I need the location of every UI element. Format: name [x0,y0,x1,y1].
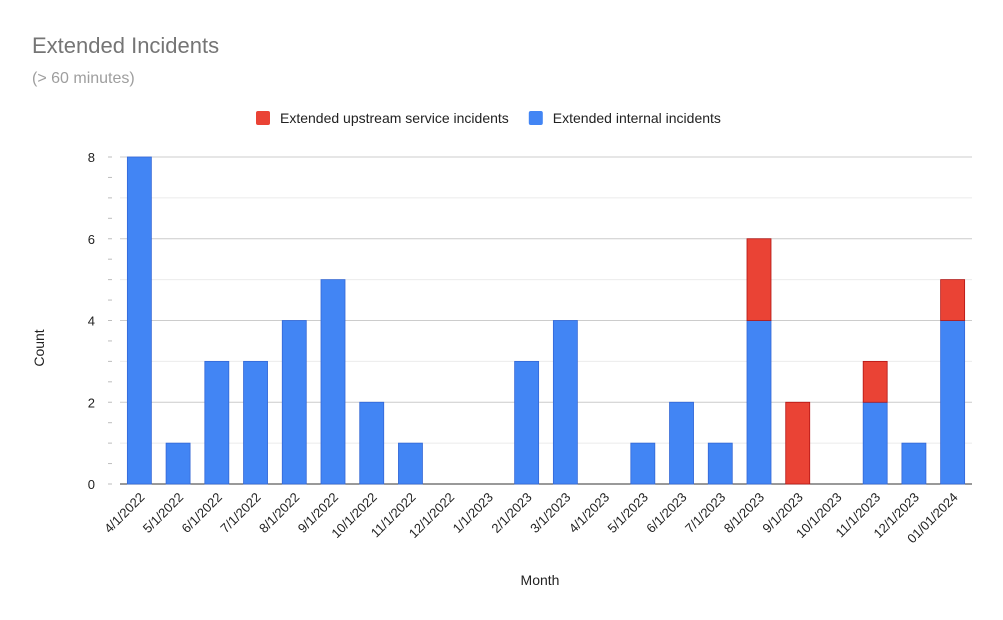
gridlines [108,156,972,485]
x-tick-label: 2/1/2023 [488,490,534,536]
bars [126,156,966,485]
y-tick-label: 0 [88,477,95,492]
x-tick-label: 6/1/2022 [179,490,225,536]
x-tick-label: 5/1/2023 [605,490,651,536]
x-tick-label: 7/1/2022 [217,490,263,536]
bar-internal [359,401,385,485]
x-tick-label: 4/1/2023 [566,490,612,536]
legend-label: Extended upstream service incidents [280,110,509,126]
bar-upstream [785,401,811,485]
x-tick-label: 5/1/2022 [140,490,186,536]
legend-label: Extended internal incidents [553,110,721,126]
x-tick-label: 3/1/2023 [527,490,573,536]
bar-internal [669,401,694,485]
bar-internal [398,442,423,485]
bar-internal [165,442,191,485]
y-tick-label: 2 [88,395,95,410]
x-tick-label: 1/1/2023 [450,490,496,536]
bar-internal [320,279,346,485]
bar-internal [514,360,540,485]
bar-internal [243,360,268,485]
y-tick-label: 8 [88,150,95,165]
bar-internal [746,320,772,485]
x-tick-label: 8/1/2022 [256,490,302,536]
bar-internal [940,320,966,485]
chart-subtitle: (> 60 minutes) [32,70,135,87]
x-axis-title: Month [521,572,560,588]
bar-internal [630,442,656,485]
y-axis-title: Count [31,329,47,366]
bar-internal [862,401,888,485]
legend-swatch [528,111,543,125]
bar-internal [901,442,927,485]
x-tick-labels: 4/1/20225/1/20226/1/20227/1/20228/1/2022… [101,490,961,547]
x-tick-label: 6/1/2023 [643,490,689,536]
bar-upstream [862,360,888,403]
x-tick-label: 7/1/2023 [682,490,728,536]
bar-internal [707,442,733,485]
legend: Extended upstream service incidents Exten… [256,110,721,126]
y-tick-label: 6 [88,232,95,247]
x-tick-label: 4/1/2022 [101,490,147,536]
bar-internal [126,156,152,485]
x-tick-label: 8/1/2023 [721,490,767,536]
chart-title: Extended Incidents [32,33,220,58]
bar-internal [204,360,230,485]
bar-internal [552,320,578,485]
bar-upstream [746,238,772,321]
y-tick-label: 4 [88,314,95,329]
bar-internal [281,320,307,485]
legend-swatch [256,111,270,125]
bar-upstream [940,279,966,321]
y-tick-labels: 0 2 4 6 8 [88,150,95,492]
